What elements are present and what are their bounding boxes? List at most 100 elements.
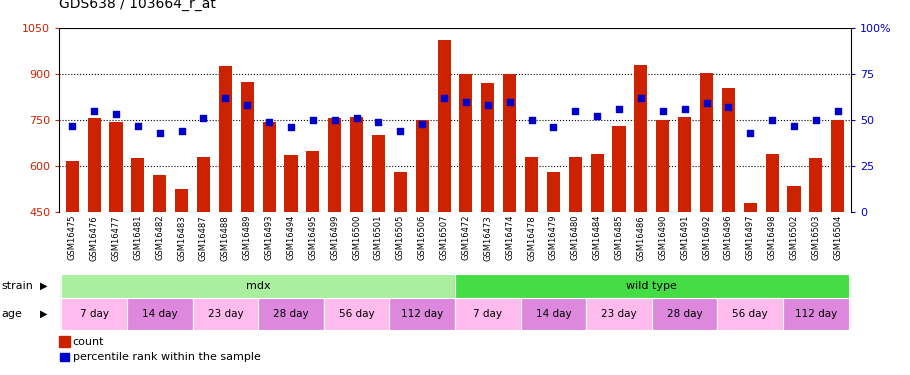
Text: GSM16499: GSM16499 <box>330 215 339 260</box>
Text: GSM16492: GSM16492 <box>702 215 711 260</box>
Bar <box>193 298 258 330</box>
Text: count: count <box>73 337 105 346</box>
Text: GSM16507: GSM16507 <box>440 215 449 261</box>
Text: 28 day: 28 day <box>273 309 308 319</box>
Text: GSM16501: GSM16501 <box>374 215 383 260</box>
Point <box>306 117 320 123</box>
Point <box>764 117 779 123</box>
Bar <box>525 157 538 350</box>
Point <box>284 124 298 130</box>
Point <box>787 123 802 129</box>
Bar <box>591 154 603 350</box>
Bar <box>61 298 127 330</box>
Text: age: age <box>2 309 23 319</box>
Bar <box>258 298 324 330</box>
Bar <box>416 120 429 350</box>
Text: GSM16484: GSM16484 <box>592 215 602 261</box>
Text: GSM16478: GSM16478 <box>527 215 536 261</box>
Bar <box>66 161 79 350</box>
Bar <box>61 298 127 330</box>
Bar <box>218 66 232 350</box>
Bar <box>717 298 783 330</box>
Point <box>502 99 517 105</box>
Bar <box>193 298 258 330</box>
Text: GSM16474: GSM16474 <box>505 215 514 261</box>
Bar <box>258 298 324 330</box>
Point <box>568 108 582 114</box>
Bar <box>389 298 455 330</box>
Bar <box>547 172 560 350</box>
Bar <box>503 74 516 350</box>
Bar <box>831 120 844 350</box>
Point <box>831 108 845 114</box>
Text: GSM16479: GSM16479 <box>549 215 558 261</box>
Bar <box>350 117 363 350</box>
Bar <box>240 82 254 350</box>
Bar <box>521 298 586 330</box>
Point <box>65 123 79 129</box>
Text: 14 day: 14 day <box>142 309 177 319</box>
Bar <box>586 298 652 330</box>
Point <box>262 119 277 125</box>
Bar <box>678 117 692 350</box>
Point <box>743 130 757 136</box>
Text: GSM16488: GSM16488 <box>221 215 230 261</box>
Bar <box>87 118 101 350</box>
Text: GSM16483: GSM16483 <box>177 215 187 261</box>
Point <box>240 102 255 108</box>
Text: GSM16482: GSM16482 <box>156 215 164 261</box>
Bar <box>394 172 407 350</box>
Bar <box>717 298 783 330</box>
Point <box>437 95 451 101</box>
Bar <box>481 83 494 350</box>
Text: GSM16475: GSM16475 <box>67 215 76 261</box>
Text: 28 day: 28 day <box>667 309 703 319</box>
Bar <box>743 202 757 350</box>
Text: GDS638 / 103664_r_at: GDS638 / 103664_r_at <box>59 0 216 11</box>
Text: 14 day: 14 day <box>536 309 571 319</box>
Text: GSM16487: GSM16487 <box>199 215 208 261</box>
Bar <box>263 122 276 350</box>
Text: GSM16503: GSM16503 <box>812 215 820 261</box>
Text: GSM16472: GSM16472 <box>461 215 470 261</box>
Point <box>677 106 692 112</box>
Bar <box>460 74 472 350</box>
Text: 112 day: 112 day <box>794 309 837 319</box>
Bar <box>809 158 823 350</box>
Text: GSM16505: GSM16505 <box>396 215 405 260</box>
Text: GSM16491: GSM16491 <box>680 215 689 260</box>
Text: ▶: ▶ <box>40 309 47 319</box>
Point <box>655 108 670 114</box>
Text: GSM16502: GSM16502 <box>790 215 798 260</box>
Point <box>393 128 408 134</box>
Point <box>699 100 713 106</box>
Bar <box>324 298 389 330</box>
Bar <box>569 157 581 350</box>
Point <box>809 117 824 123</box>
Text: GSM16481: GSM16481 <box>134 215 142 261</box>
Text: GSM16493: GSM16493 <box>265 215 274 261</box>
Point <box>590 113 604 119</box>
Point <box>197 115 211 121</box>
Point <box>218 95 233 101</box>
Text: GSM16504: GSM16504 <box>834 215 843 260</box>
Bar <box>787 186 801 350</box>
Bar <box>372 135 385 350</box>
Point <box>459 99 473 105</box>
Bar <box>722 88 735 350</box>
Bar <box>455 298 521 330</box>
Text: GSM16489: GSM16489 <box>243 215 252 261</box>
Text: GSM16494: GSM16494 <box>287 215 296 260</box>
Point <box>108 111 123 117</box>
Text: 112 day: 112 day <box>401 309 443 319</box>
Bar <box>455 274 849 298</box>
Point <box>524 117 539 123</box>
Text: GSM16500: GSM16500 <box>352 215 361 260</box>
Bar <box>131 158 145 350</box>
Point <box>86 108 101 114</box>
Bar <box>109 122 123 350</box>
Bar <box>307 151 319 350</box>
Text: GSM16506: GSM16506 <box>418 215 427 261</box>
Bar <box>438 40 450 350</box>
Bar <box>656 120 670 350</box>
